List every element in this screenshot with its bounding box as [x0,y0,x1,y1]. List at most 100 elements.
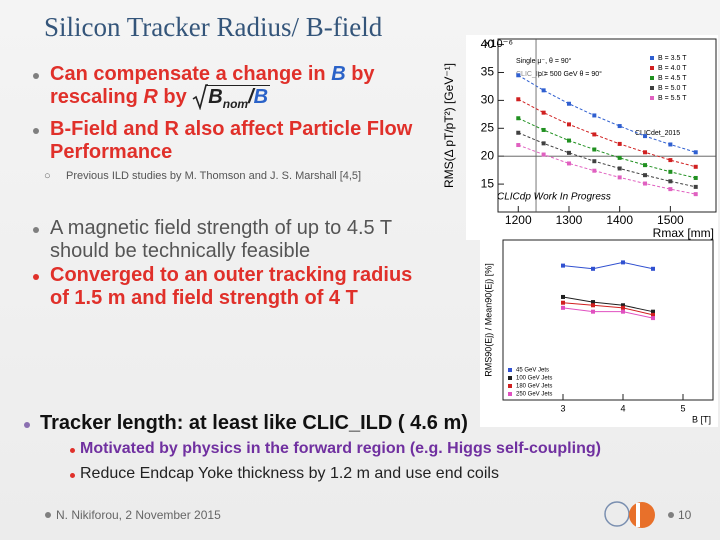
bullet-dot [33,227,39,233]
data-point [592,113,597,118]
x-tick-label: 1500 [657,213,684,227]
data-point [591,300,595,305]
sub-bullet-mark: ○ [44,170,51,182]
data-point [516,143,521,148]
data-point [566,150,571,155]
plot-header: p = 500 GeV θ = 90° [538,70,602,78]
y-tick-label: 35 [481,65,495,79]
sub-bullet: Motivated by physics in the forward regi… [80,440,601,457]
x-axis-label: Rmax [mm] [653,226,714,240]
formula-text: nom [222,97,249,111]
data-point [516,73,521,78]
text: by [345,63,375,85]
data-point [591,309,595,314]
data-point [592,168,597,173]
formula: Bnom/B [192,84,271,116]
data-point [617,124,622,129]
legend-marker [650,96,654,100]
data-point [693,164,698,169]
y-tick-label: 40 [481,37,495,51]
legend-marker [650,86,654,90]
series-line [562,302,654,316]
bullet-dot [70,448,75,453]
legend-label: B = 3.5 T [658,55,687,62]
data-point [541,127,546,132]
y-tick-label: 30 [481,93,495,107]
y-axis-label: RMS(Δ pT/pT²) [GeV⁻¹] [442,63,456,188]
page-number: 10 [678,508,692,522]
data-point [621,303,625,308]
data-point [668,179,673,184]
data-point [541,110,546,115]
data-point [651,309,655,314]
data-point [643,163,648,168]
series-line [518,98,696,168]
bullet-dot [24,422,30,428]
data-point [591,303,595,308]
legend-label: 100 GeV Jets [516,376,552,382]
data-point [541,152,546,157]
symbol: R [143,86,158,108]
formula-text: B [208,86,223,108]
text: rescaling [50,86,144,108]
x-axis-label: B [T] [692,414,711,424]
data-point [566,161,571,166]
data-point [516,130,521,135]
data-point [561,263,565,268]
data-point [643,134,648,139]
series-line [562,307,654,319]
legend-label: B = 4.5 T [658,75,687,82]
bullet-dot [33,274,39,280]
series-line [518,117,696,179]
data-point [643,173,648,178]
y-unit-label: ×10⁻⁶ [484,38,513,50]
series-line [562,296,654,313]
formula-text: B [253,86,269,108]
footer-dot [45,512,51,518]
data-point [621,260,625,265]
data-point [668,187,673,192]
bullet-line: rescaling R by Bnom/B [50,84,375,116]
data-point [516,116,521,121]
data-point [561,300,565,305]
sub-bullet: Reduce Endcap Yoke thickness by 1.2 m an… [80,465,499,482]
annotation: CLICdp Work In Progress [497,192,611,203]
data-point [516,97,521,102]
data-point [592,159,597,164]
legend-label: 180 GeV Jets [516,384,552,390]
plot-background [466,35,718,240]
data-point [566,138,571,143]
data-point [566,101,571,106]
legend-marker [650,56,654,60]
x-tick-label: 1200 [505,213,532,227]
legend-label: 45 GeV Jets [516,368,549,374]
series-line [518,132,696,188]
bullet: Converged to an outer tracking radius of… [50,264,413,309]
data-point [591,266,595,271]
legend-marker [508,368,512,372]
legend-marker [508,376,512,380]
bullet: A magnetic field strength of up to 4.5 T… [50,217,392,262]
x-tick-label: 1400 [606,213,633,227]
data-point [693,175,698,180]
data-point [651,312,655,317]
series-line [562,261,654,270]
y-tick-label: 15 [481,176,495,190]
text: by [157,86,193,108]
data-point [566,122,571,127]
formula-text: / [248,86,254,108]
sub-bullet: Previous ILD studies by M. Thomson and J… [66,170,362,182]
x-tick-label: 5 [680,403,685,413]
legend-marker [650,76,654,80]
data-point [693,184,698,189]
data-point [617,175,622,180]
plot-frame [502,239,714,401]
bullet-dot [33,73,39,79]
plot-header: CLIC_ILD [516,71,547,78]
legend-marker [508,384,512,388]
data-point [668,142,673,147]
legend-label: B = 5.5 T [658,95,687,102]
data-point [617,166,622,171]
